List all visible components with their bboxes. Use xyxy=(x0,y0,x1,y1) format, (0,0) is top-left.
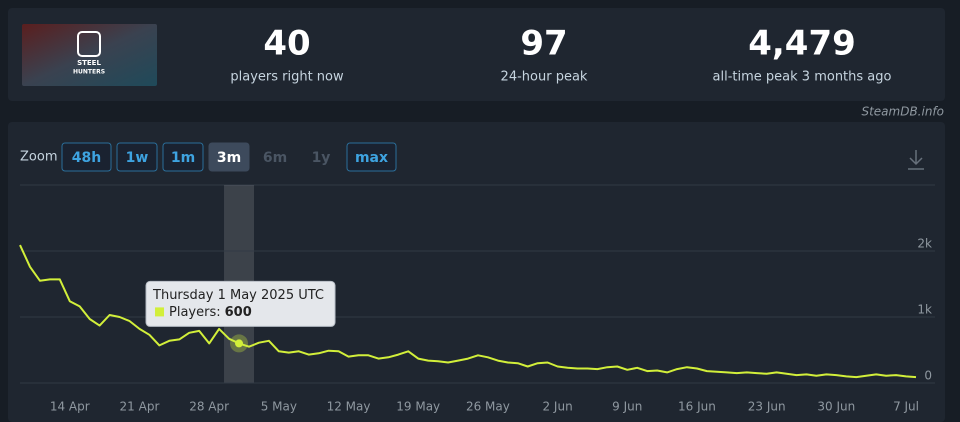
x-tick-label: 30 Jun xyxy=(817,400,855,414)
logo xyxy=(77,31,101,57)
zoom-label: Zoom xyxy=(20,150,57,165)
x-tick-label: 28 Apr xyxy=(189,400,229,414)
zoom-option[interactable]: 1m xyxy=(171,150,195,166)
download-icon[interactable] xyxy=(908,150,924,170)
y-tick-label: 1k xyxy=(917,303,932,317)
x-tick-label: 5 May xyxy=(261,400,297,414)
zoom-button[interactable] xyxy=(61,142,112,172)
zoom-option[interactable]: 3m xyxy=(217,150,241,166)
zoom-button[interactable] xyxy=(208,142,250,172)
stat-label: all-time peak 3 months ago xyxy=(713,70,892,85)
zoom-option: 6m xyxy=(263,150,287,166)
x-tick-label: 7 Jul xyxy=(893,400,919,414)
stat-value: 40 xyxy=(263,24,310,64)
x-tick-label: 21 Apr xyxy=(120,400,160,414)
series-line xyxy=(19,244,917,379)
x-tick-label: 2 Jun xyxy=(542,400,572,414)
tooltip-label: Players: xyxy=(169,305,221,320)
zoom-button[interactable] xyxy=(116,142,158,172)
zoom-option[interactable]: max xyxy=(355,150,388,166)
image-text: STEEL xyxy=(77,59,101,67)
image-text: HUNTERS xyxy=(73,69,105,76)
stat-value: 97 xyxy=(520,24,567,64)
x-tick-label: 23 Jun xyxy=(748,400,786,414)
stat-label: players right now xyxy=(230,70,344,85)
zoom-buttons: 48h 1w 1m 3m 6m 1y max xyxy=(61,142,397,172)
tooltip-swatch xyxy=(155,307,165,317)
stat-value: 4,479 xyxy=(748,24,856,64)
stat-label: 24-hour peak xyxy=(501,70,588,85)
tooltip-box xyxy=(145,280,336,327)
x-tick-label: 16 Jun xyxy=(678,400,716,414)
zoom-option[interactable]: 1w xyxy=(126,150,149,166)
tooltip: Thursday 1 May 2025 UTC Players: 600 xyxy=(145,280,336,327)
credit: SteamDB.info xyxy=(861,105,944,119)
x-tick-label: 26 May xyxy=(466,400,510,414)
x-tick-label: 12 May xyxy=(327,400,371,414)
tooltip-title: Thursday 1 May 2025 UTC xyxy=(152,288,324,303)
x-tick-label: 19 May xyxy=(396,400,440,414)
x-tick-label: 9 Jun xyxy=(612,400,642,414)
zoom-option[interactable]: 48h xyxy=(72,150,101,166)
tooltip-value: 600 xyxy=(225,305,252,320)
zoom-option: 1y xyxy=(312,150,331,166)
y-tick-label: 0 xyxy=(924,369,932,383)
stats-panel xyxy=(8,8,945,101)
hover-point xyxy=(235,339,244,348)
x-tick-label: 14 Apr xyxy=(50,400,90,414)
y-tick-label: 2k xyxy=(917,237,932,251)
stats: 40 players right now 97 24-hour peak 4,479 al… xyxy=(230,24,891,85)
zoom-button[interactable] xyxy=(346,142,397,172)
zoom-button[interactable] xyxy=(162,142,204,172)
chart-panel xyxy=(8,122,945,422)
download-glyph xyxy=(908,150,924,170)
